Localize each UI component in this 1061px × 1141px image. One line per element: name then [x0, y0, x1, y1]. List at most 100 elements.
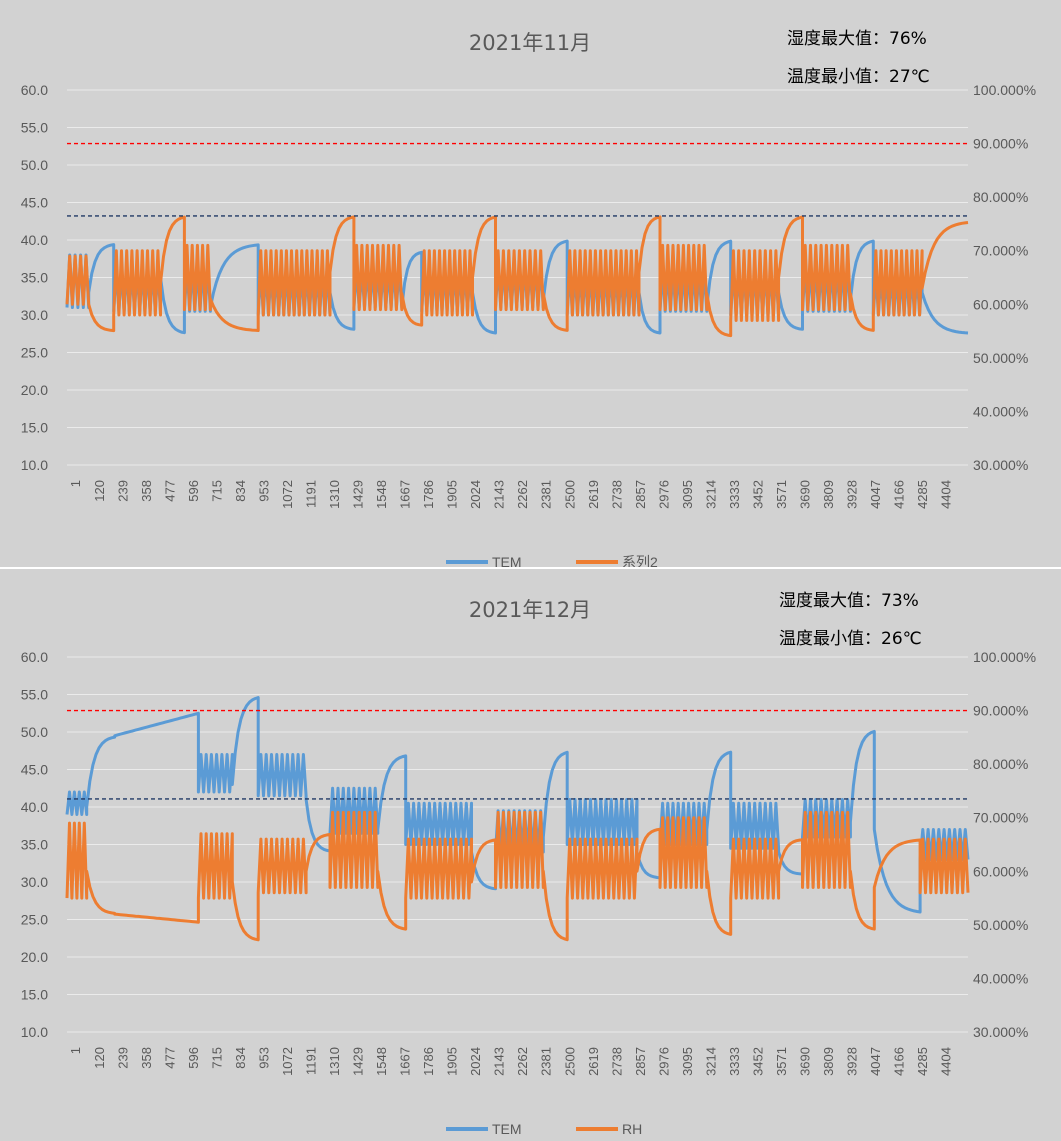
x-tick-label: 3333 [727, 480, 742, 509]
x-tick-label: 4285 [915, 480, 930, 509]
x-tick-label: 4404 [939, 480, 954, 509]
y-right-tick-label: 40.000% [973, 403, 1028, 419]
x-tick-label: 120 [92, 1047, 107, 1069]
x-tick-label: 2976 [656, 1047, 671, 1076]
x-tick-label: 3690 [798, 1047, 813, 1076]
x-tick-label: 4166 [892, 480, 907, 509]
x-tick-label: 715 [209, 480, 224, 502]
annotation-text: 温度最小值：27℃ [787, 67, 930, 87]
y-left-tick-label: 10.0 [21, 1024, 48, 1040]
y-left-tick-label: 30.0 [21, 874, 48, 890]
x-tick-label: 2857 [633, 480, 648, 509]
x-tick-label: 2500 [562, 480, 577, 509]
x-tick-label: 2619 [586, 480, 601, 509]
x-tick-label: 3214 [703, 1047, 718, 1076]
chart-panel-november[interactable]: 10.0 15.0 20.0 25.0 30.0 35.0 40.0 45.0 50.0 55.0… [0, 0, 1061, 567]
x-tick-label: 3095 [680, 480, 695, 509]
x-tick-label: 2500 [562, 1047, 577, 1076]
x-tick-label: 3809 [821, 480, 836, 509]
x-tick-label: 1310 [327, 480, 342, 509]
x-tick-label: 953 [256, 1047, 271, 1069]
x-tick-label: 2619 [586, 1047, 601, 1076]
x-tick-label: 2024 [468, 1047, 483, 1076]
x-tick-label: 2381 [539, 480, 554, 509]
chart-november: 10.0 15.0 20.0 25.0 30.0 35.0 40.0 45.0 50.0 55.0… [21, 29, 1036, 567]
y-left-tick-label: 45.0 [21, 762, 48, 778]
x-tick-label: 3452 [750, 480, 765, 509]
x-tick-label: 1191 [303, 480, 318, 508]
x-tick-label: 1905 [445, 480, 460, 509]
x-tick-label: 4047 [868, 480, 883, 509]
y-right-tick-label: 70.000% [973, 243, 1028, 259]
y-left-tick-label: 15.0 [21, 420, 48, 436]
annotation-text: 温度最小值：26℃ [779, 629, 922, 649]
y-left-tick-label: 60.0 [21, 82, 48, 98]
x-tick-label: 120 [92, 480, 107, 502]
x-tick-label: 953 [256, 480, 271, 502]
x-tick-label: 2738 [609, 480, 624, 509]
x-tick-label: 2976 [656, 480, 671, 509]
legend-label: 系列2 [622, 554, 658, 567]
x-tick-label: 3452 [750, 1047, 765, 1076]
series-line-rh [65, 810, 970, 942]
x-tick-label: 2857 [633, 1047, 648, 1076]
x-tick-label: 2262 [515, 1047, 530, 1076]
y-right-tick-label: 50.000% [973, 917, 1028, 933]
x-tick-label: 1191 [303, 1047, 318, 1075]
x-tick-label: 1548 [374, 480, 389, 509]
x-tick-label: 358 [139, 480, 154, 502]
x-tick-label: 3095 [680, 1047, 695, 1076]
y-left-tick-label: 15.0 [21, 987, 48, 1003]
y-left-tick-label: 60.0 [21, 649, 48, 665]
x-tick-label: 3333 [727, 1047, 742, 1076]
x-tick-label: 1 [68, 1047, 83, 1054]
chart-title: 2021年11月 [469, 31, 591, 55]
legend-label: TEM [492, 1121, 522, 1137]
x-tick-label: 1310 [327, 1047, 342, 1076]
y-left-tick-label: 45.0 [21, 195, 48, 211]
y-left-tick-label: 10.0 [21, 457, 48, 473]
legend-label: TEM [492, 554, 522, 567]
y-right-tick-label: 60.000% [973, 863, 1028, 879]
y-right-tick-label: 70.000% [973, 810, 1028, 826]
y-left-tick-label: 25.0 [21, 345, 48, 361]
x-tick-label: 715 [209, 1047, 224, 1069]
x-tick-label: 1429 [351, 480, 366, 509]
x-tick-label: 4166 [892, 1047, 907, 1076]
y-left-tick-label: 25.0 [21, 912, 48, 928]
annotation-text: 湿度最大值：73% [779, 591, 919, 611]
x-tick-label: 1667 [398, 480, 413, 509]
y-left-tick-label: 35.0 [21, 270, 48, 286]
chart-title: 2021年12月 [469, 598, 591, 622]
x-tick-label: 3928 [845, 480, 860, 509]
x-tick-label: 239 [115, 1047, 130, 1069]
y-right-tick-label: 80.000% [973, 189, 1028, 205]
x-tick-label: 596 [186, 1047, 201, 1069]
y-left-tick-label: 55.0 [21, 120, 48, 136]
x-tick-label: 2738 [609, 1047, 624, 1076]
y-left-tick-label: 40.0 [21, 799, 48, 815]
y-right-tick-label: 60.000% [973, 296, 1028, 312]
x-tick-label: 2143 [492, 480, 507, 509]
y-right-tick-label: 90.000% [973, 703, 1028, 719]
x-tick-label: 1072 [280, 480, 295, 509]
x-tick-label: 2024 [468, 480, 483, 509]
y-right-tick-label: 100.000% [973, 649, 1036, 665]
y-left-tick-label: 55.0 [21, 687, 48, 703]
x-tick-label: 1667 [398, 1047, 413, 1076]
y-right-tick-label: 40.000% [973, 970, 1028, 986]
y-left-tick-label: 30.0 [21, 307, 48, 323]
x-tick-label: 3928 [845, 1047, 860, 1076]
chart-panel-december[interactable]: 10.0 15.0 20.0 25.0 30.0 35.0 40.0 45.0 50.0 55.0… [0, 569, 1061, 1141]
y-right-tick-label: 90.000% [973, 136, 1028, 152]
x-tick-label: 239 [115, 480, 130, 502]
y-right-tick-label: 50.000% [973, 350, 1028, 366]
series-line-rh [65, 215, 969, 338]
legend-label: RH [622, 1121, 642, 1137]
x-tick-label: 2143 [492, 1047, 507, 1076]
chart-divider [0, 567, 1061, 569]
x-tick-label: 3571 [774, 480, 789, 509]
x-tick-label: 834 [233, 1047, 248, 1069]
x-tick-label: 834 [233, 480, 248, 502]
y-left-tick-label: 50.0 [21, 724, 48, 740]
